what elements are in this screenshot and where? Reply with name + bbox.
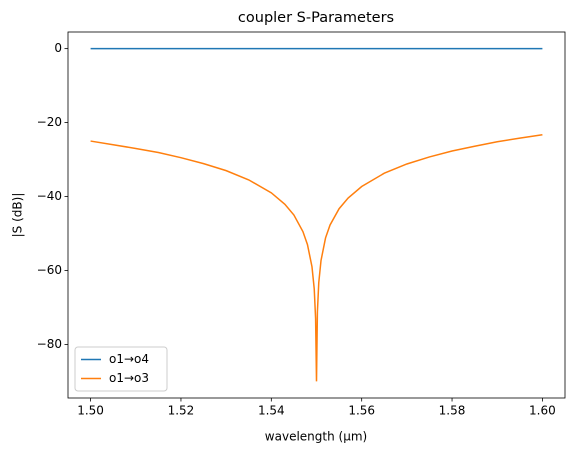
x-tick-label: 1.58 — [439, 404, 466, 418]
y-tick-label: −40 — [37, 189, 62, 203]
y-tick-label: −60 — [37, 263, 62, 277]
legend-box — [74, 346, 168, 392]
y-tick-label: 0 — [54, 41, 62, 55]
legend-label: o1→o4 — [109, 352, 149, 366]
y-tick-label: −20 — [37, 115, 62, 129]
y-axis-label: |S (dB)| — [11, 193, 25, 238]
x-tick-label: 1.60 — [529, 404, 556, 418]
x-tick-label: 1.52 — [168, 404, 195, 418]
chart-title: coupler S-Parameters — [238, 10, 394, 26]
x-axis-label: wavelength (µm) — [265, 430, 367, 444]
y-tick-label: −80 — [37, 337, 62, 351]
x-tick-label: 1.50 — [77, 404, 104, 418]
legend: o1→o4 o1→o3 — [74, 346, 168, 392]
x-tick-label: 1.56 — [348, 404, 375, 418]
axes-frame — [67, 31, 566, 399]
series-line — [90, 134, 543, 382]
x-tick-label: 1.54 — [258, 404, 285, 418]
legend-label: o1→o3 — [109, 371, 149, 385]
